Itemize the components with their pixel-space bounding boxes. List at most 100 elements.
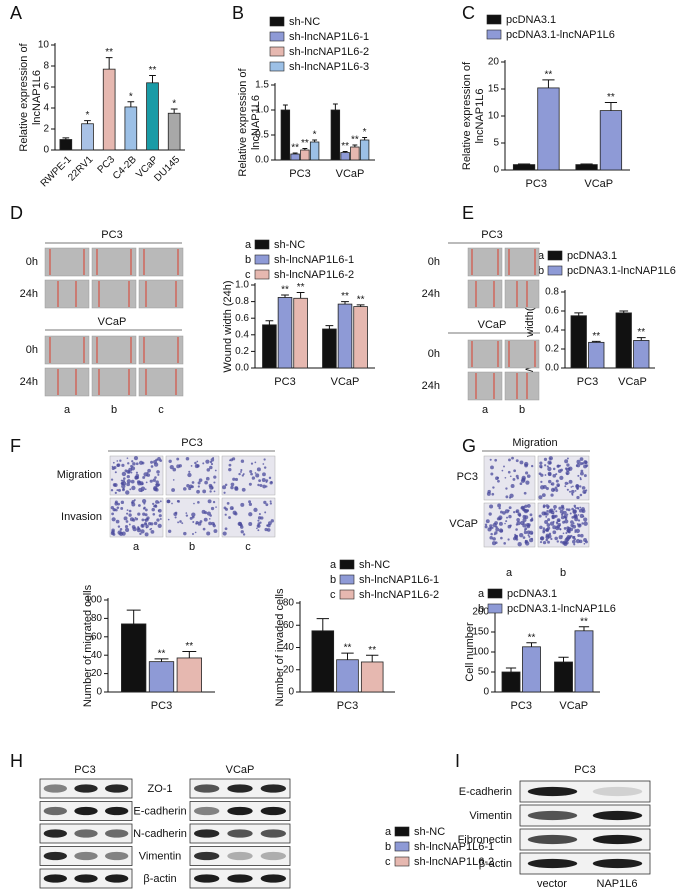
cell	[179, 520, 182, 523]
y-tick-label: 20	[91, 668, 103, 679]
cell	[177, 499, 180, 503]
y-tick-label: 0.2	[545, 344, 559, 355]
y-tick-label: 80	[283, 598, 295, 609]
cell	[192, 521, 195, 523]
y-tick-label: 0.2	[235, 346, 249, 357]
cell	[567, 508, 571, 512]
cell	[579, 506, 582, 509]
significance: **	[149, 65, 157, 76]
y-tick-label: 0.4	[235, 329, 249, 340]
cell	[265, 503, 269, 507]
cell	[206, 531, 211, 536]
cell	[241, 487, 246, 492]
cell	[543, 511, 547, 515]
bar	[350, 146, 360, 161]
cell	[197, 481, 201, 485]
x-tick-label: PC3	[289, 168, 310, 180]
cell	[159, 459, 163, 463]
cell	[143, 522, 148, 526]
cell	[583, 517, 588, 522]
cell	[549, 457, 552, 460]
micrograph	[138, 335, 184, 365]
cell	[167, 529, 172, 533]
cell	[222, 485, 227, 490]
significance: **	[528, 632, 536, 643]
cell	[526, 509, 529, 513]
cell	[229, 506, 234, 511]
lane-label: NAP1L6	[597, 878, 638, 890]
cell	[167, 518, 170, 521]
cell	[132, 462, 136, 466]
significance: **	[301, 138, 309, 149]
cell	[583, 542, 586, 545]
micrograph	[91, 335, 137, 365]
cell	[492, 537, 496, 541]
cell	[516, 517, 520, 522]
x-tick-label: VCaP	[584, 178, 613, 190]
cell	[126, 509, 129, 512]
cell	[117, 488, 121, 492]
legend-swatch	[486, 29, 502, 40]
legend-swatch	[547, 250, 563, 261]
cell	[505, 495, 509, 499]
cell	[510, 484, 515, 488]
cell	[548, 532, 552, 536]
blot-band	[43, 874, 67, 883]
cell	[556, 524, 561, 529]
micrograph	[504, 279, 540, 309]
legend-swatch	[547, 265, 563, 276]
cell	[270, 480, 273, 484]
cell	[129, 488, 132, 491]
cell	[551, 515, 555, 518]
cell	[494, 531, 498, 535]
cell	[197, 501, 200, 504]
legend-key: b	[385, 841, 391, 853]
cell	[264, 511, 267, 514]
cell	[539, 541, 543, 544]
cell	[249, 470, 253, 474]
row-label: 24h	[422, 288, 440, 300]
cell	[573, 537, 576, 541]
legend-label: pcDNA3.1	[506, 14, 556, 26]
bar	[330, 109, 341, 161]
cell	[579, 493, 583, 497]
cell	[255, 473, 260, 478]
row-label: VCaP	[449, 518, 478, 530]
cell	[552, 467, 556, 471]
significance: **	[105, 47, 113, 58]
cell	[215, 506, 217, 508]
column-label: c	[158, 404, 164, 416]
y-tick-label: 200	[472, 607, 489, 618]
cell	[544, 474, 547, 476]
legend-label: sh-lncNAP1L6-2	[359, 589, 439, 601]
x-tick-label: VCaP	[336, 168, 365, 180]
cell	[111, 466, 115, 471]
significance: *	[172, 99, 176, 110]
blot-band	[592, 834, 643, 845]
cell	[546, 523, 551, 527]
cell	[115, 519, 120, 524]
cell	[491, 541, 497, 546]
legend-key: a	[538, 250, 545, 262]
cell	[508, 506, 512, 510]
cell	[574, 517, 579, 522]
legend-swatch	[394, 856, 410, 867]
cell	[544, 464, 547, 467]
cell	[498, 515, 503, 520]
cell	[123, 477, 126, 480]
cell	[565, 536, 570, 541]
cell	[523, 530, 528, 535]
cell	[142, 512, 146, 516]
cell	[576, 459, 581, 464]
cell	[120, 500, 125, 505]
cell	[256, 467, 261, 472]
cell	[196, 464, 200, 468]
cell	[583, 474, 587, 478]
cell	[128, 523, 131, 526]
significance: **	[281, 285, 289, 296]
cell	[149, 479, 153, 483]
blot-title: VCaP	[226, 764, 255, 776]
cell	[524, 461, 529, 467]
cell	[155, 488, 159, 492]
